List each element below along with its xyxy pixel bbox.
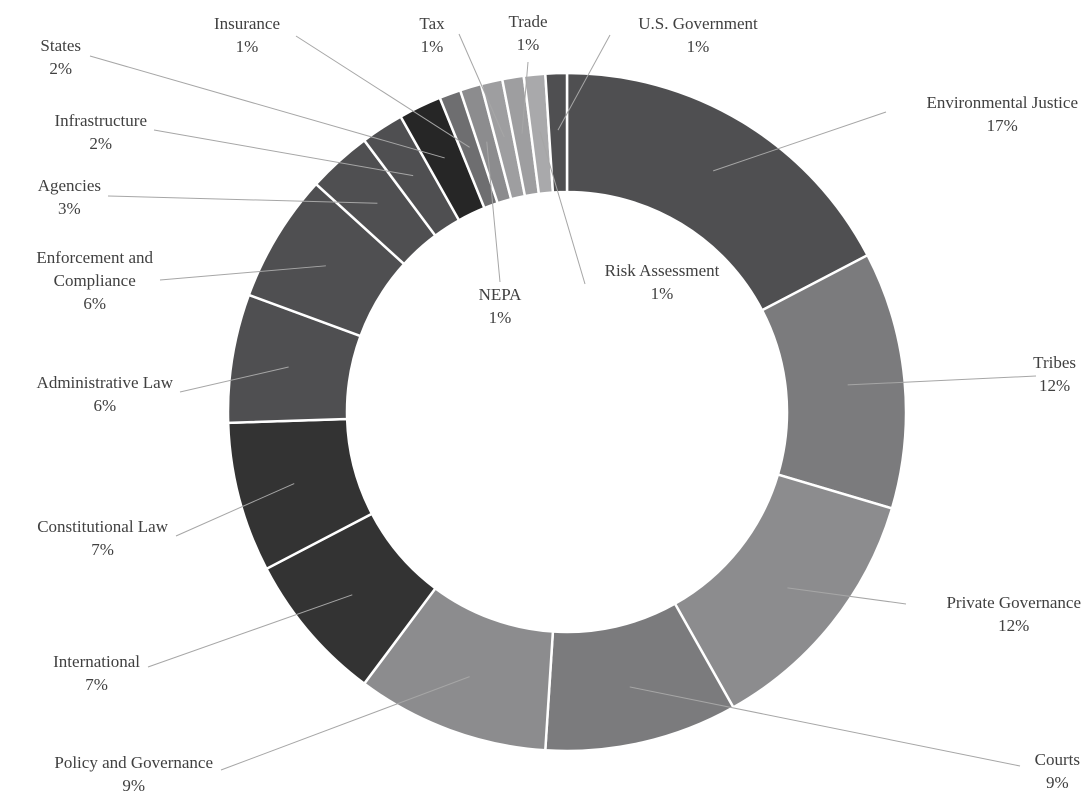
slice-labels: Environmental Justice 17%Tribes 12%Private…: [36, 12, 1081, 791]
value-label: 1%: [236, 37, 259, 56]
label-u-s-government: U.S. Government 1%: [638, 14, 758, 56]
value-label: 17%: [987, 116, 1018, 135]
donut-slices: [226, 71, 908, 753]
label-states: States 2%: [40, 36, 81, 78]
label-tribes: Tribes 12%: [1033, 353, 1076, 395]
leader-nepa: [486, 141, 501, 283]
value-label: 2%: [49, 59, 72, 78]
leader-private-governance: [787, 587, 907, 605]
value-label: 1%: [421, 37, 444, 56]
leader-environmental-justice: [713, 111, 887, 172]
leader-lines: [89, 33, 1037, 771]
label-infrastructure: Infrastructure 2%: [54, 111, 147, 153]
category-label: Trade: [508, 12, 547, 31]
value-label: 3%: [58, 199, 81, 218]
label-trade: Trade 1%: [508, 12, 547, 54]
category-label: Constitutional Law: [37, 517, 169, 536]
category-label: Risk Assessment: [605, 261, 720, 280]
label-constitutional-law: Constitutional Law 7%: [37, 517, 169, 559]
leader-states: [89, 55, 445, 159]
category-label: Courts: [1035, 750, 1080, 769]
leader-tribes: [847, 375, 1037, 386]
value-label: 7%: [85, 675, 108, 694]
leader-enforcement-and-compliance: [159, 265, 326, 281]
value-label: 9%: [122, 776, 145, 791]
label-international: International 7%: [53, 652, 140, 694]
value-label: 6%: [83, 294, 106, 313]
label-agencies: Agencies 3%: [38, 176, 101, 218]
slice-u-s-government: [543, 71, 569, 194]
category-label: Insurance: [214, 14, 280, 33]
category-label: Private Governance: [946, 593, 1081, 612]
label-courts: Courts 9%: [1035, 750, 1080, 791]
value-label: 12%: [1039, 376, 1070, 395]
leader-courts: [629, 686, 1021, 767]
category-label: NEPA: [479, 285, 523, 304]
value-label: 2%: [89, 134, 112, 153]
value-label: 12%: [998, 616, 1029, 635]
value-label: 1%: [651, 284, 674, 303]
leader-trade: [521, 61, 529, 134]
label-tax: Tax 1%: [419, 14, 445, 56]
category-label: U.S. Government: [638, 14, 758, 33]
label-policy-and-governance: Policy and Governance 9%: [54, 753, 213, 791]
category-label: Infrastructure: [54, 111, 147, 130]
category-label: International: [53, 652, 140, 671]
category-label: Tribes: [1033, 353, 1076, 372]
label-risk-assessment: Risk Assessment 1%: [605, 261, 720, 303]
value-label: 6%: [93, 396, 116, 415]
category-label: Enforcement and: [36, 248, 153, 267]
leader-infrastructure: [153, 129, 414, 177]
label-private-governance: Private Governance 12%: [946, 593, 1081, 635]
category-label: States: [40, 36, 81, 55]
category-label: Policy and Governance: [54, 753, 213, 772]
category-label: Tax: [419, 14, 445, 33]
label-nepa: NEPA 1%: [479, 285, 523, 327]
leader-agencies: [107, 195, 378, 204]
value-label: 1%: [517, 35, 540, 54]
label-insurance: Insurance 1%: [214, 14, 280, 56]
value-label: 1%: [489, 308, 512, 327]
label-administrative-law: Administrative Law 6%: [37, 373, 174, 415]
leader-international: [147, 594, 353, 668]
leader-administrative-law: [179, 366, 289, 393]
value-label: 7%: [91, 540, 114, 559]
leader-tax: [458, 33, 505, 138]
leader-insurance: [295, 35, 470, 148]
label-enforcement-and-compliance: Enforcement and Compliance 6%: [36, 248, 153, 313]
leader-policy-and-governance: [220, 676, 470, 771]
category-label: Compliance: [54, 271, 136, 290]
category-label: Environmental Justice: [926, 93, 1078, 112]
value-label: 9%: [1046, 773, 1069, 791]
category-label: Agencies: [38, 176, 101, 195]
leader-risk-assessment: [539, 131, 586, 285]
value-label: 1%: [687, 37, 710, 56]
leader-constitutional-law: [175, 483, 295, 537]
label-environmental-justice: Environmental Justice 17%: [926, 93, 1078, 135]
slice-environmental-justice: [565, 71, 870, 312]
leader-u-s-government: [557, 34, 611, 131]
category-label: Administrative Law: [37, 373, 174, 392]
